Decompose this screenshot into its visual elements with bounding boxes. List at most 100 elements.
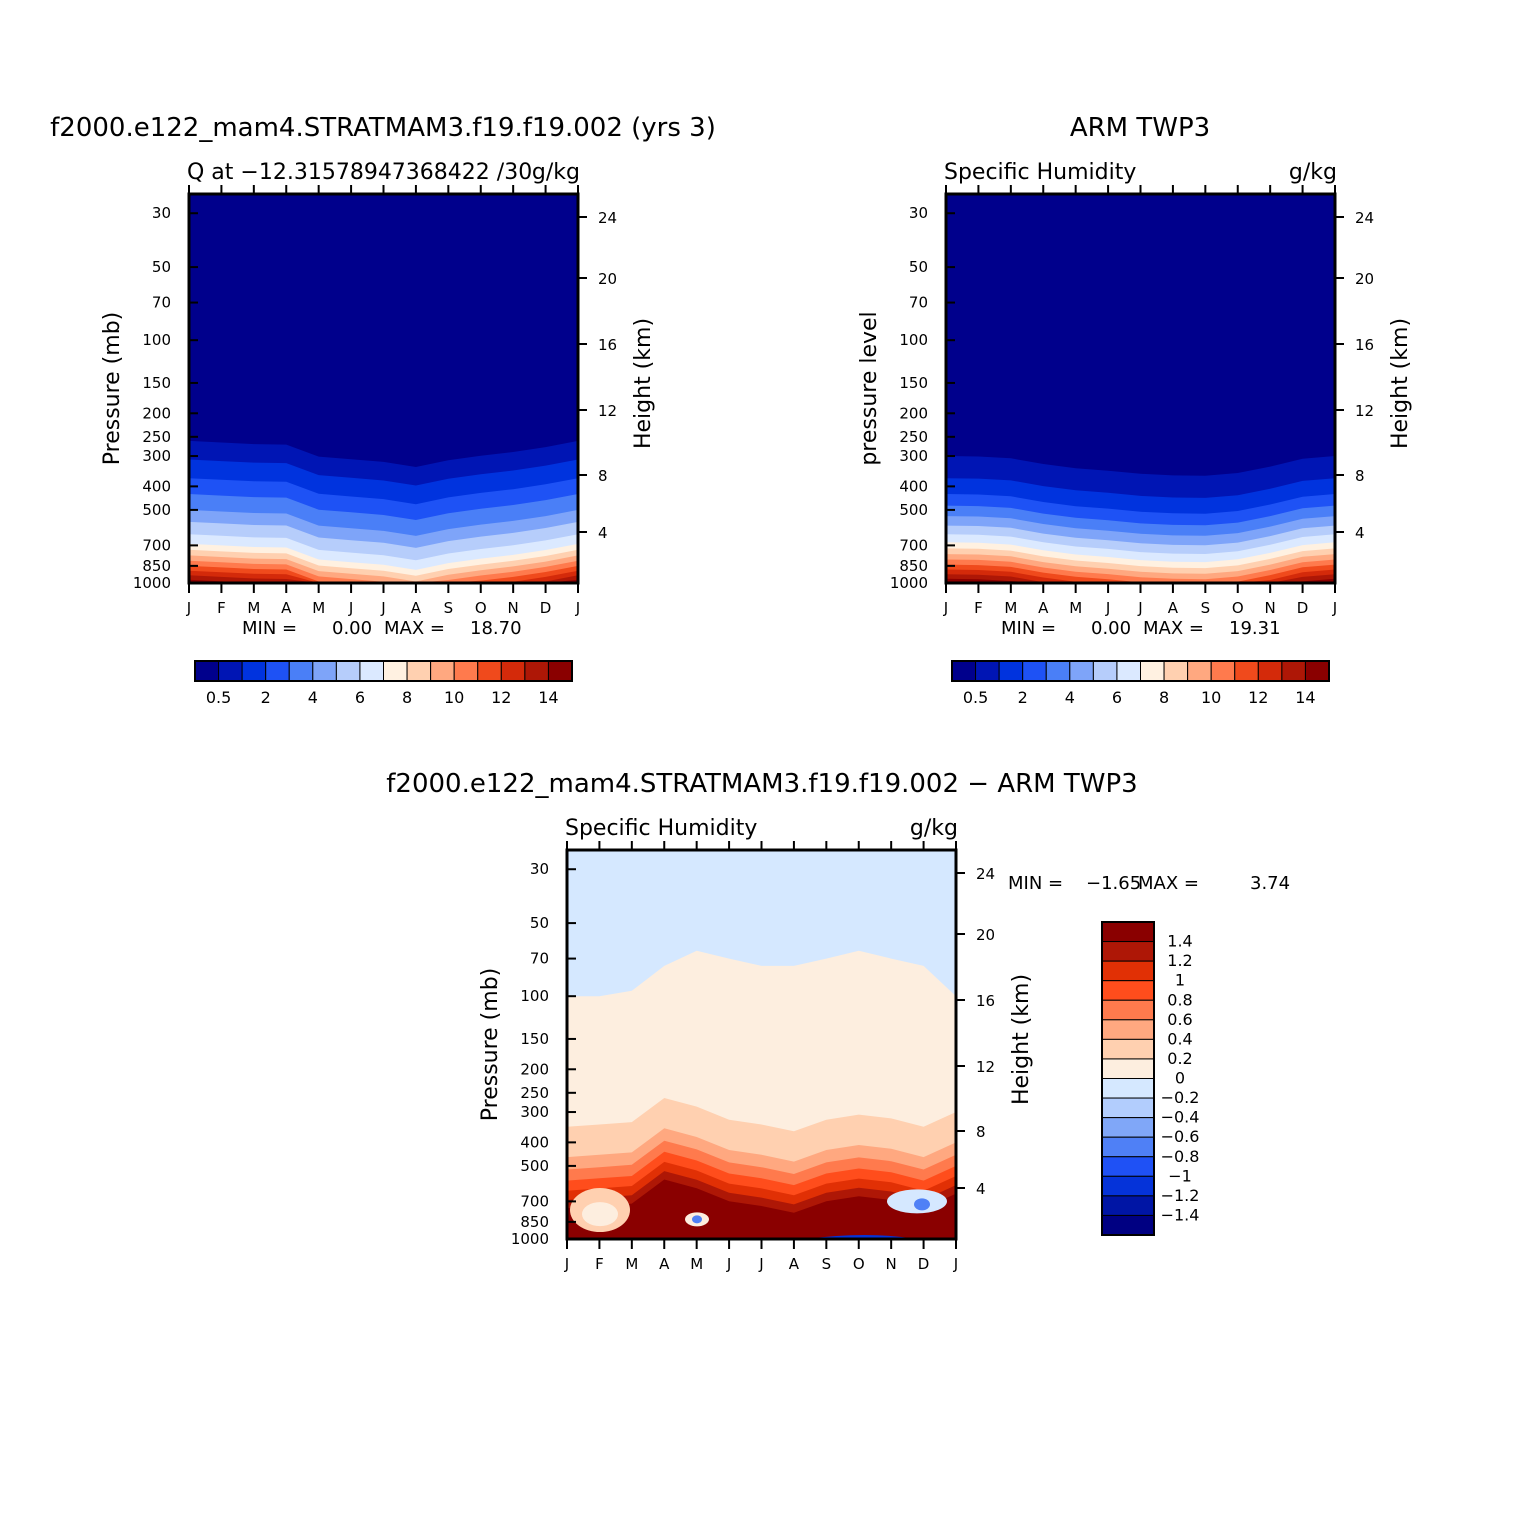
x-tick-label: J xyxy=(1105,599,1110,617)
colorbar-swatch xyxy=(1101,1078,1155,1099)
x-tick-label: M xyxy=(625,1255,638,1273)
x-tick-label: J xyxy=(943,599,948,617)
colorbar-swatch xyxy=(1101,1156,1155,1177)
colorbar-swatch xyxy=(1101,1117,1155,1138)
x-tick-label: A xyxy=(411,599,422,617)
colorbar-swatch xyxy=(1101,1019,1155,1040)
units-label: g/kg xyxy=(532,160,580,185)
plot-area-diff xyxy=(567,850,956,1239)
y-right-tick-label: 4 xyxy=(1355,524,1365,542)
colorbar-swatch xyxy=(430,660,455,682)
colorbar-swatch xyxy=(1101,1097,1155,1119)
colorbar-swatch xyxy=(218,660,243,682)
x-tick-label: S xyxy=(1201,599,1211,617)
min-value: 0.00 xyxy=(1091,618,1131,639)
colorbar-swatch xyxy=(453,660,479,682)
colorbar-label: 0.5 xyxy=(963,688,988,707)
colorbar-label: 0.8 xyxy=(1167,990,1192,1009)
colorbar-label: 1.4 xyxy=(1167,932,1192,951)
colorbar-swatch xyxy=(1101,1038,1155,1060)
colorbar-swatch xyxy=(1101,999,1155,1021)
colorbar-frame xyxy=(1101,921,1155,1236)
colorbar-swatch xyxy=(951,660,977,682)
x-tick-label: A xyxy=(789,1255,800,1273)
y-tick-label: 30 xyxy=(909,204,928,222)
x-tick-label: A xyxy=(281,599,292,617)
colorbar-swatch xyxy=(288,660,314,682)
y-tick-label: 500 xyxy=(899,501,928,519)
plot-frame xyxy=(187,192,580,585)
colorbar-swatch xyxy=(1022,660,1047,682)
y-tick-label: 1000 xyxy=(511,1230,549,1248)
colorbar-swatch xyxy=(1140,660,1165,682)
y-tick-label: 200 xyxy=(899,404,928,422)
y-right-tick-label: 4 xyxy=(598,524,608,542)
difference-feature xyxy=(692,1215,702,1224)
panel-title: ARM TWP3 xyxy=(1070,113,1210,143)
x-tick-label: A xyxy=(1168,599,1179,617)
max-label: MAX = xyxy=(1143,618,1204,639)
colorbar-label: −1.2 xyxy=(1161,1186,1200,1205)
colorbar: 1.41.210.80.60.40.20−0.2−0.4−0.6−0.8−1−1… xyxy=(1101,921,1200,1236)
colorbar-label: 14 xyxy=(538,688,558,707)
panel-title: f2000.e122_mam4.STRATMAM3.f19.f19.002 (y… xyxy=(50,113,716,143)
panel-model: f2000.e122_mam4.STRATMAM3.f19.f19.002 (y… xyxy=(50,113,716,617)
colorbar-label: 14 xyxy=(1295,688,1315,707)
plot-area-model xyxy=(189,194,578,583)
y-tick-label: 150 xyxy=(520,1030,549,1048)
y-right-tick-label: 24 xyxy=(598,209,617,227)
colorbar-swatch xyxy=(359,660,384,682)
y-tick-label: 250 xyxy=(520,1084,549,1102)
y-tick-label: 700 xyxy=(142,536,171,554)
humidity-contour-level xyxy=(946,569,1335,583)
x-tick-label: N xyxy=(508,599,519,617)
y-tick-label: 50 xyxy=(152,258,171,276)
min-value: −1.65 xyxy=(1086,873,1141,894)
y-tick-label: 400 xyxy=(520,1133,549,1151)
colorbar-swatch xyxy=(335,660,361,682)
colorbar-label: 0 xyxy=(1175,1069,1185,1088)
y-right-tick-label: 16 xyxy=(1355,336,1374,354)
colorbar-swatch xyxy=(500,660,526,682)
plot-frame xyxy=(565,848,958,1241)
colorbar-swatch xyxy=(1281,660,1306,682)
y-right-tick-label: 12 xyxy=(976,1058,995,1076)
x-tick-label: F xyxy=(595,1255,604,1273)
colorbar-label: 4 xyxy=(1065,688,1075,707)
colorbar-label: 12 xyxy=(491,688,511,707)
colorbar-label: 0.4 xyxy=(1167,1029,1192,1048)
colorbar-label: 1 xyxy=(1175,971,1185,990)
x-tick-label: M xyxy=(247,599,260,617)
x-tick-label: D xyxy=(918,1255,930,1273)
colorbar-swatch xyxy=(1045,660,1071,682)
max-label: MAX = xyxy=(1138,873,1199,894)
difference-feature xyxy=(914,1198,930,1211)
y-tick-label: 850 xyxy=(899,557,928,575)
y-tick-label: 700 xyxy=(899,536,928,554)
colorbar-label: 0.6 xyxy=(1167,1010,1192,1029)
y-right-tick-label: 8 xyxy=(598,467,608,485)
y-right-tick-label: 8 xyxy=(1355,467,1365,485)
y-tick-label: 850 xyxy=(520,1213,549,1231)
colorbar-label: 8 xyxy=(1159,688,1169,707)
panel-diff: f2000.e122_mam4.STRATMAM3.f19.f19.002 − … xyxy=(386,769,1137,1273)
colorbar-swatch xyxy=(383,660,408,682)
y-right-tick-label: 24 xyxy=(976,865,995,883)
panel-subtitle: Specific Humidity xyxy=(565,816,757,841)
colorbar-swatch xyxy=(998,660,1024,682)
y-right-tick-label: 12 xyxy=(1355,402,1374,420)
colorbar-label: −0.6 xyxy=(1161,1127,1200,1146)
colorbar-swatch xyxy=(1163,660,1189,682)
min-label: MIN = xyxy=(1001,618,1056,639)
y-tick-label: 850 xyxy=(142,557,171,575)
colorbar-frame xyxy=(951,660,1330,682)
y-tick-label: 500 xyxy=(520,1157,549,1175)
x-tick-label: F xyxy=(974,599,983,617)
colorbar-label: 0.2 xyxy=(1167,1049,1192,1068)
panel-obs: ARM TWP3 Specific Humidity g/kg 30 50 70 100 15… xyxy=(857,113,1413,617)
colorbar-swatch xyxy=(1101,1058,1155,1079)
panel-subtitle: Q at −12.31578947368422 /30 xyxy=(187,160,532,185)
y-tick-label: 400 xyxy=(899,477,928,495)
colorbar-swatch xyxy=(1234,660,1259,682)
